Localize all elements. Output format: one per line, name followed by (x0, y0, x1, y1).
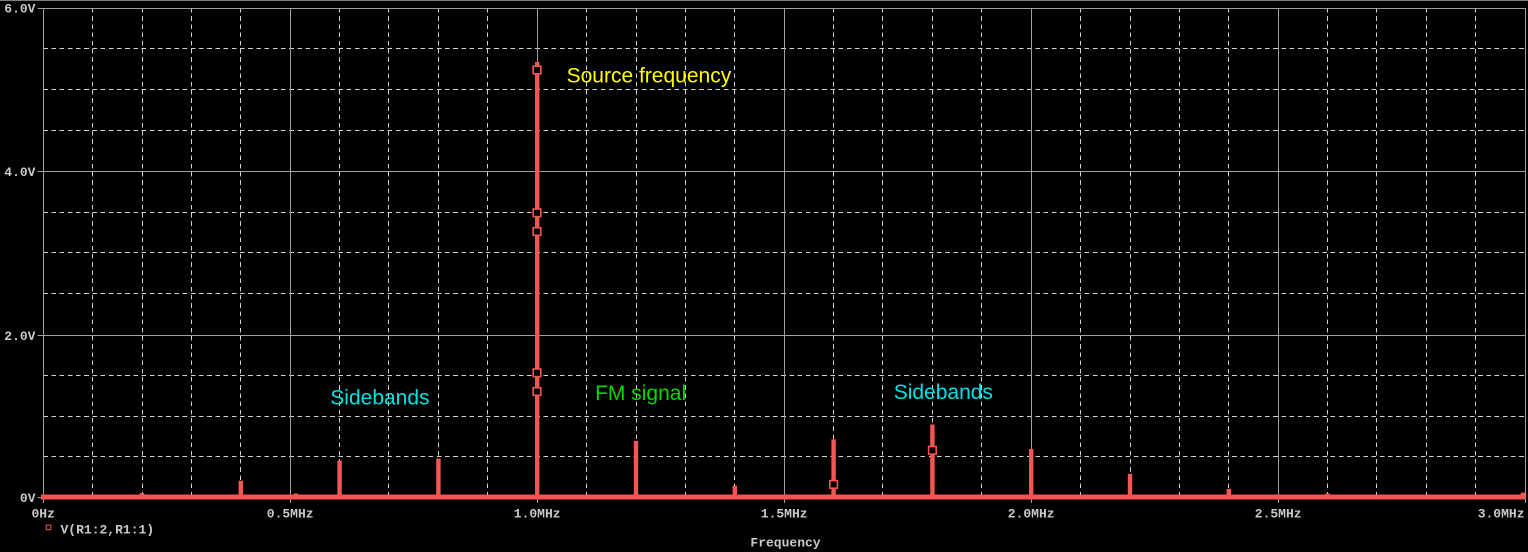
svg-text:Sidebands: Sidebands (894, 381, 993, 404)
svg-text:Frequency: Frequency (750, 536, 820, 551)
svg-text:3.0MHz: 3.0MHz (1478, 507, 1525, 522)
svg-text:1.5MHz: 1.5MHz (761, 507, 808, 522)
svg-text:0V: 0V (20, 491, 36, 506)
svg-text:2.5MHz: 2.5MHz (1255, 507, 1302, 522)
svg-text:6.0V: 6.0V (4, 2, 35, 17)
svg-text:V(R1:2,R1:1): V(R1:2,R1:1) (61, 523, 155, 538)
svg-text:Source frequency: Source frequency (567, 65, 732, 88)
svg-text:1.0MHz: 1.0MHz (514, 507, 561, 522)
svg-text:4.0V: 4.0V (4, 165, 35, 180)
svg-text:Sidebands: Sidebands (330, 387, 429, 410)
svg-text:2.0MHz: 2.0MHz (1008, 507, 1055, 522)
svg-text:2.0V: 2.0V (4, 329, 35, 344)
svg-text:FM signal: FM signal (595, 382, 686, 405)
svg-text:0Hz: 0Hz (31, 507, 54, 522)
svg-text:0.5MHz: 0.5MHz (267, 507, 314, 522)
